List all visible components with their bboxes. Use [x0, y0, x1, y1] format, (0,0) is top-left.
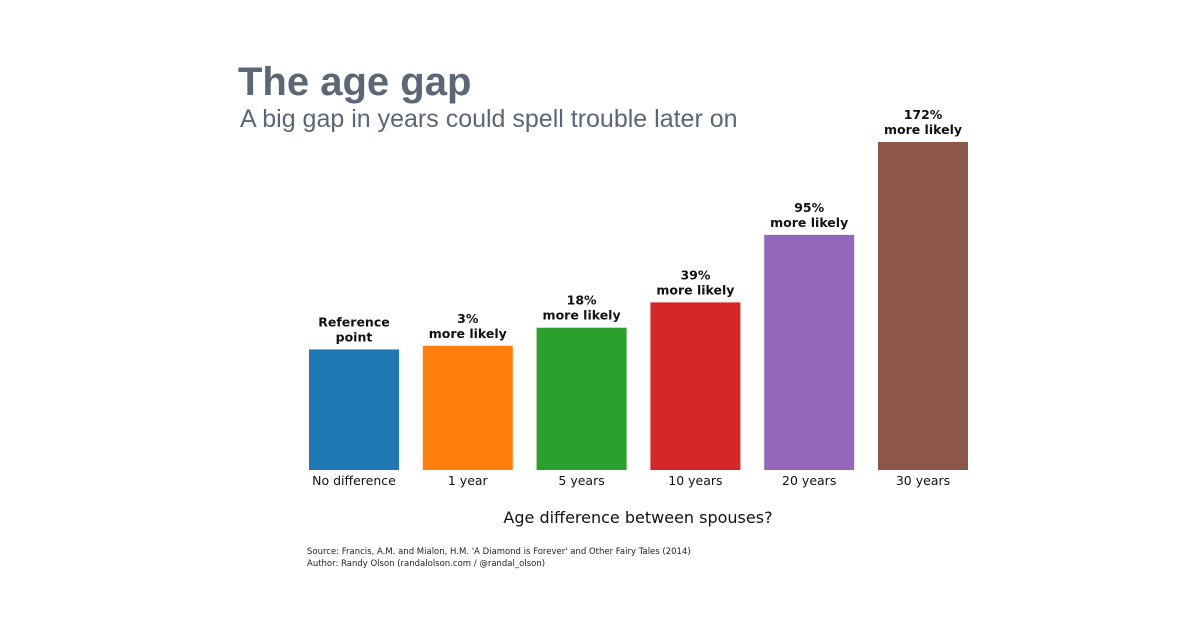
bar-30-years: [878, 142, 968, 470]
data-label-5-years-1: 18%: [567, 293, 597, 308]
x-tick-label-30-years: 30 years: [896, 473, 950, 488]
data-label-1-year-1: 3%: [457, 311, 479, 326]
data-label-no-difference-2: point: [336, 329, 373, 344]
bar-1-year: [422, 345, 513, 470]
chart-title: The age gap: [238, 60, 472, 104]
data-label-30-years-2: more likely: [884, 122, 962, 137]
data-label-30-years-1: 172%: [904, 107, 943, 122]
source-line: Source: Francis, A.M. and Mialon, H.M. '…: [307, 547, 691, 557]
x-tick-label-20-years: 20 years: [782, 473, 836, 488]
data-label-10-years-1: 39%: [680, 267, 710, 282]
bar-5-years: [536, 327, 627, 470]
data-label-5-years-2: more likely: [543, 308, 621, 323]
data-label-no-difference-1: Reference: [318, 314, 389, 329]
data-label-20-years-1: 95%: [794, 200, 824, 215]
x-tick-label-1-year: 1 year: [448, 473, 489, 488]
x-tick-label-no-difference: No difference: [312, 473, 396, 488]
bar-no-difference: [309, 349, 399, 470]
chart-subtitle: A big gap in years could spell trouble l…: [240, 105, 738, 133]
author-line: Author: Randy Olson (randalolson.com / @…: [307, 559, 546, 569]
source-note: Source: Francis, A.M. and Mialon, H.M. '…: [307, 546, 691, 570]
bar-20-years: [764, 234, 855, 470]
data-label-10-years-2: more likely: [656, 282, 734, 297]
x-tick-label-10-years: 10 years: [668, 473, 722, 488]
x-tick-label-5-years: 5 years: [558, 473, 604, 488]
data-label-1-year-2: more likely: [429, 326, 507, 341]
bar-10-years: [650, 302, 741, 470]
x-axis-label: Age difference between spouses?: [503, 508, 773, 527]
data-label-20-years-2: more likely: [770, 215, 848, 230]
